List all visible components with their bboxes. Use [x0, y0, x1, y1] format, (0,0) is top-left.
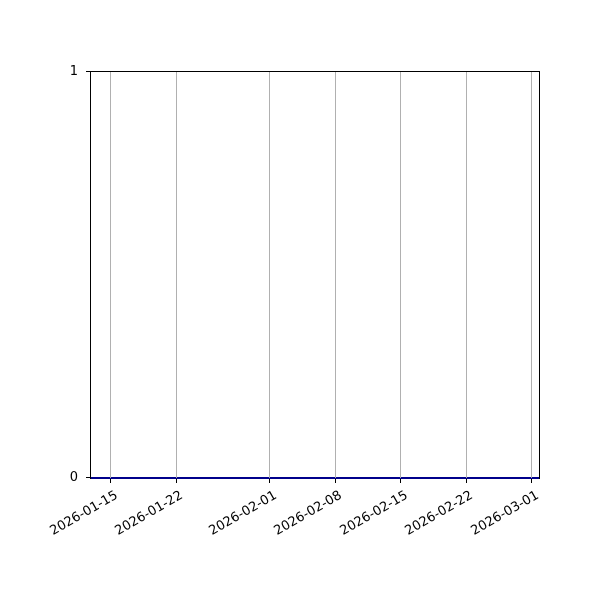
x-tick-mark — [531, 479, 533, 483]
x-tick-mark — [400, 479, 402, 483]
y-tick-mark — [86, 71, 90, 72]
x-tick-mark — [110, 479, 112, 483]
plot-area — [90, 71, 540, 479]
x-gridline — [531, 72, 533, 478]
x-tick-mark — [334, 479, 336, 483]
y-tick-label: 0 — [69, 469, 78, 485]
x-gridline — [269, 72, 271, 478]
x-tick-mark — [465, 479, 467, 483]
x-gridline — [465, 72, 467, 478]
x-gridline — [110, 72, 112, 478]
x-tick-mark — [269, 479, 271, 483]
x-gridline — [175, 72, 177, 478]
y-tick-label: 1 — [69, 63, 78, 79]
x-gridline — [334, 72, 336, 478]
x-tick-mark — [175, 479, 177, 483]
x-gridline — [400, 72, 402, 478]
y-tick-mark — [86, 477, 90, 478]
data-line-layer — [91, 477, 539, 479]
